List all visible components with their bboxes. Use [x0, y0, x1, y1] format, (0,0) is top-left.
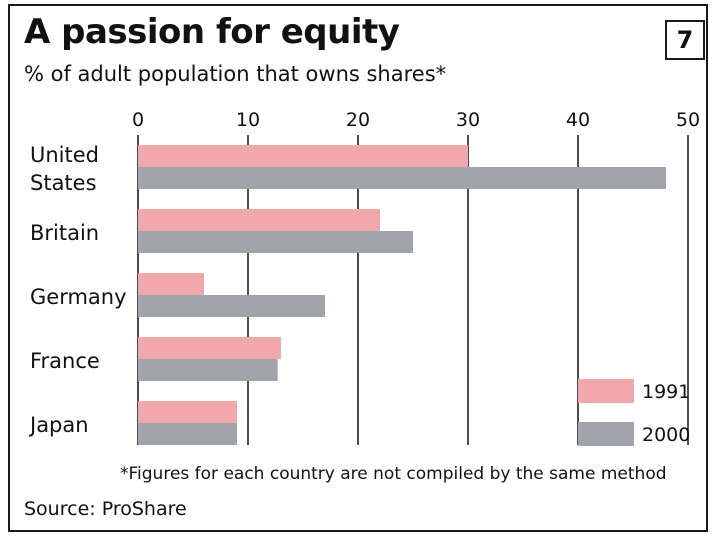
legend-swatch-2000 — [578, 422, 634, 446]
bar-united-states-2000 — [138, 167, 666, 189]
x-tick-label-40: 40 — [566, 109, 590, 131]
legend-label-2000: 2000 — [642, 424, 690, 446]
category-label: Germany — [30, 285, 127, 309]
category-label: United — [30, 143, 99, 167]
footnote: *Figures for each country are not compil… — [120, 464, 667, 484]
legend-swatch-1991 — [578, 379, 634, 403]
chart-number-badge: 7 — [665, 20, 705, 60]
legend-label-1991: 1991 — [642, 381, 690, 403]
bar-japan-2000 — [138, 423, 237, 445]
x-tick-label-50: 50 — [676, 109, 700, 131]
x-tick-label-30: 30 — [456, 109, 480, 131]
category-label: Britain — [30, 221, 99, 245]
chart-title: A passion for equity — [24, 12, 400, 52]
bar-france-1991 — [138, 337, 281, 359]
bar-united-states-1991 — [138, 145, 468, 167]
bar-germany-2000 — [138, 295, 325, 317]
bar-britain-2000 — [138, 231, 413, 253]
chart-subtitle: % of adult population that owns shares* — [24, 62, 447, 86]
source-note: Source: ProShare — [24, 498, 187, 520]
x-tick-label-20: 20 — [346, 109, 370, 131]
category-label: France — [30, 349, 100, 373]
bar-france-2000 — [138, 359, 278, 381]
x-tick-label-10: 10 — [236, 109, 260, 131]
bar-germany-1991 — [138, 273, 204, 295]
category-label: Japan — [28, 413, 89, 437]
x-tick-label-0: 0 — [132, 109, 144, 131]
category-label: States — [30, 171, 97, 195]
bar-japan-1991 — [138, 401, 237, 423]
bar-britain-1991 — [138, 209, 380, 231]
